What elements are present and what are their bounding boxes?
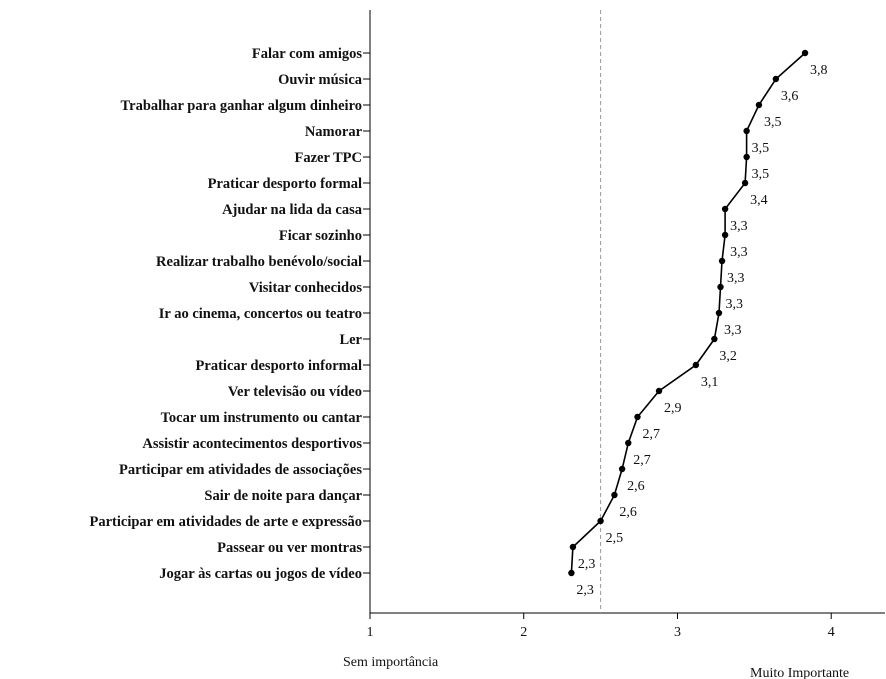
x-tick-labels: 1 2 3 4 [367,625,835,640]
data-label: 2,7 [642,427,660,442]
data-point [597,517,604,525]
category-label: Sair de noite para dançar [204,488,362,504]
category-label: Assistir acontecimentos desportivos [142,436,362,452]
data-label: 3,3 [730,219,748,234]
category-label: Participar em atividades de associações [119,462,362,478]
x-tick-label: 2 [520,625,527,640]
data-label: 3,5 [764,115,782,130]
data-label: 3,3 [730,245,748,260]
category-label: Realizar trabalho benévolo/social [156,254,362,270]
category-label: Ler [339,332,362,348]
category-label: Namorar [305,124,363,140]
category-label: Participar em atividades de arte e expre… [90,514,363,530]
data-label: 3,8 [810,63,828,78]
data-point [634,413,641,421]
category-label: Trabalhar para ganhar algum dinheiro [121,98,362,114]
data-label: 2,7 [633,453,651,468]
data-point [743,127,750,135]
data-point [655,387,663,395]
data-label: 3,3 [726,297,744,312]
data-point [618,465,626,473]
value-labels: 3,83,63,53,53,53,43,33,33,33,33,33,23,12… [576,63,827,598]
category-label: Passear ou ver montras [217,540,362,556]
data-point [717,283,724,291]
data-label: 3,6 [781,89,799,104]
data-point [721,205,729,213]
data-point [743,153,750,161]
axes [363,10,885,619]
data-point [741,179,749,187]
x-tick-label: 3 [674,625,681,640]
category-label: Jogar às cartas ou jogos de vídeo [159,566,362,582]
data-point [772,75,780,83]
data-label: 2,9 [664,401,682,416]
data-label: 2,5 [606,531,624,546]
category-label: Praticar desporto informal [196,358,362,374]
data-point [715,309,723,317]
data-label: 3,5 [752,141,770,156]
data-label: 2,6 [627,479,645,494]
data-point [611,491,618,499]
x-tick-label: 1 [367,625,374,640]
data-point [801,49,809,57]
data-label: 3,1 [701,375,719,390]
data-label: 2,3 [576,583,594,598]
data-point [568,569,575,577]
data-point [718,257,726,265]
series-line [570,52,806,574]
data-label: 3,2 [719,349,737,364]
x-high-label: Muito Importante [750,666,849,679]
data-point [692,361,700,369]
data-label: 3,3 [727,271,745,286]
data-point [569,543,577,551]
data-label: 2,3 [578,557,596,572]
data-series [568,49,809,577]
data-label: 2,6 [619,505,637,520]
data-label: 3,3 [724,323,742,338]
data-label: 3,4 [750,193,768,208]
category-label: Fazer TPC [294,150,362,166]
category-label: Ouvir música [278,72,363,88]
category-labels: Falar com amigos Ouvir música Trabalhar pa… [90,46,363,582]
category-label: Ficar sozinho [279,228,362,244]
data-point [625,439,632,447]
x-tick-label: 4 [828,625,835,640]
x-low-label: Sem importância [343,655,439,670]
data-point [711,335,718,343]
category-label: Ir ao cinema, concertos ou teatro [159,306,362,322]
category-label: Praticar desporto formal [208,176,362,192]
data-point [721,231,729,239]
category-label: Ajudar na lida da casa [222,202,363,218]
category-label: Falar com amigos [252,46,362,62]
category-label: Tocar um instrumento ou cantar [161,410,363,426]
data-label: 3,5 [752,167,770,182]
data-point [755,101,763,109]
category-label: Visitar conhecidos [249,280,363,296]
category-label: Ver televisão ou vídeo [228,384,362,400]
